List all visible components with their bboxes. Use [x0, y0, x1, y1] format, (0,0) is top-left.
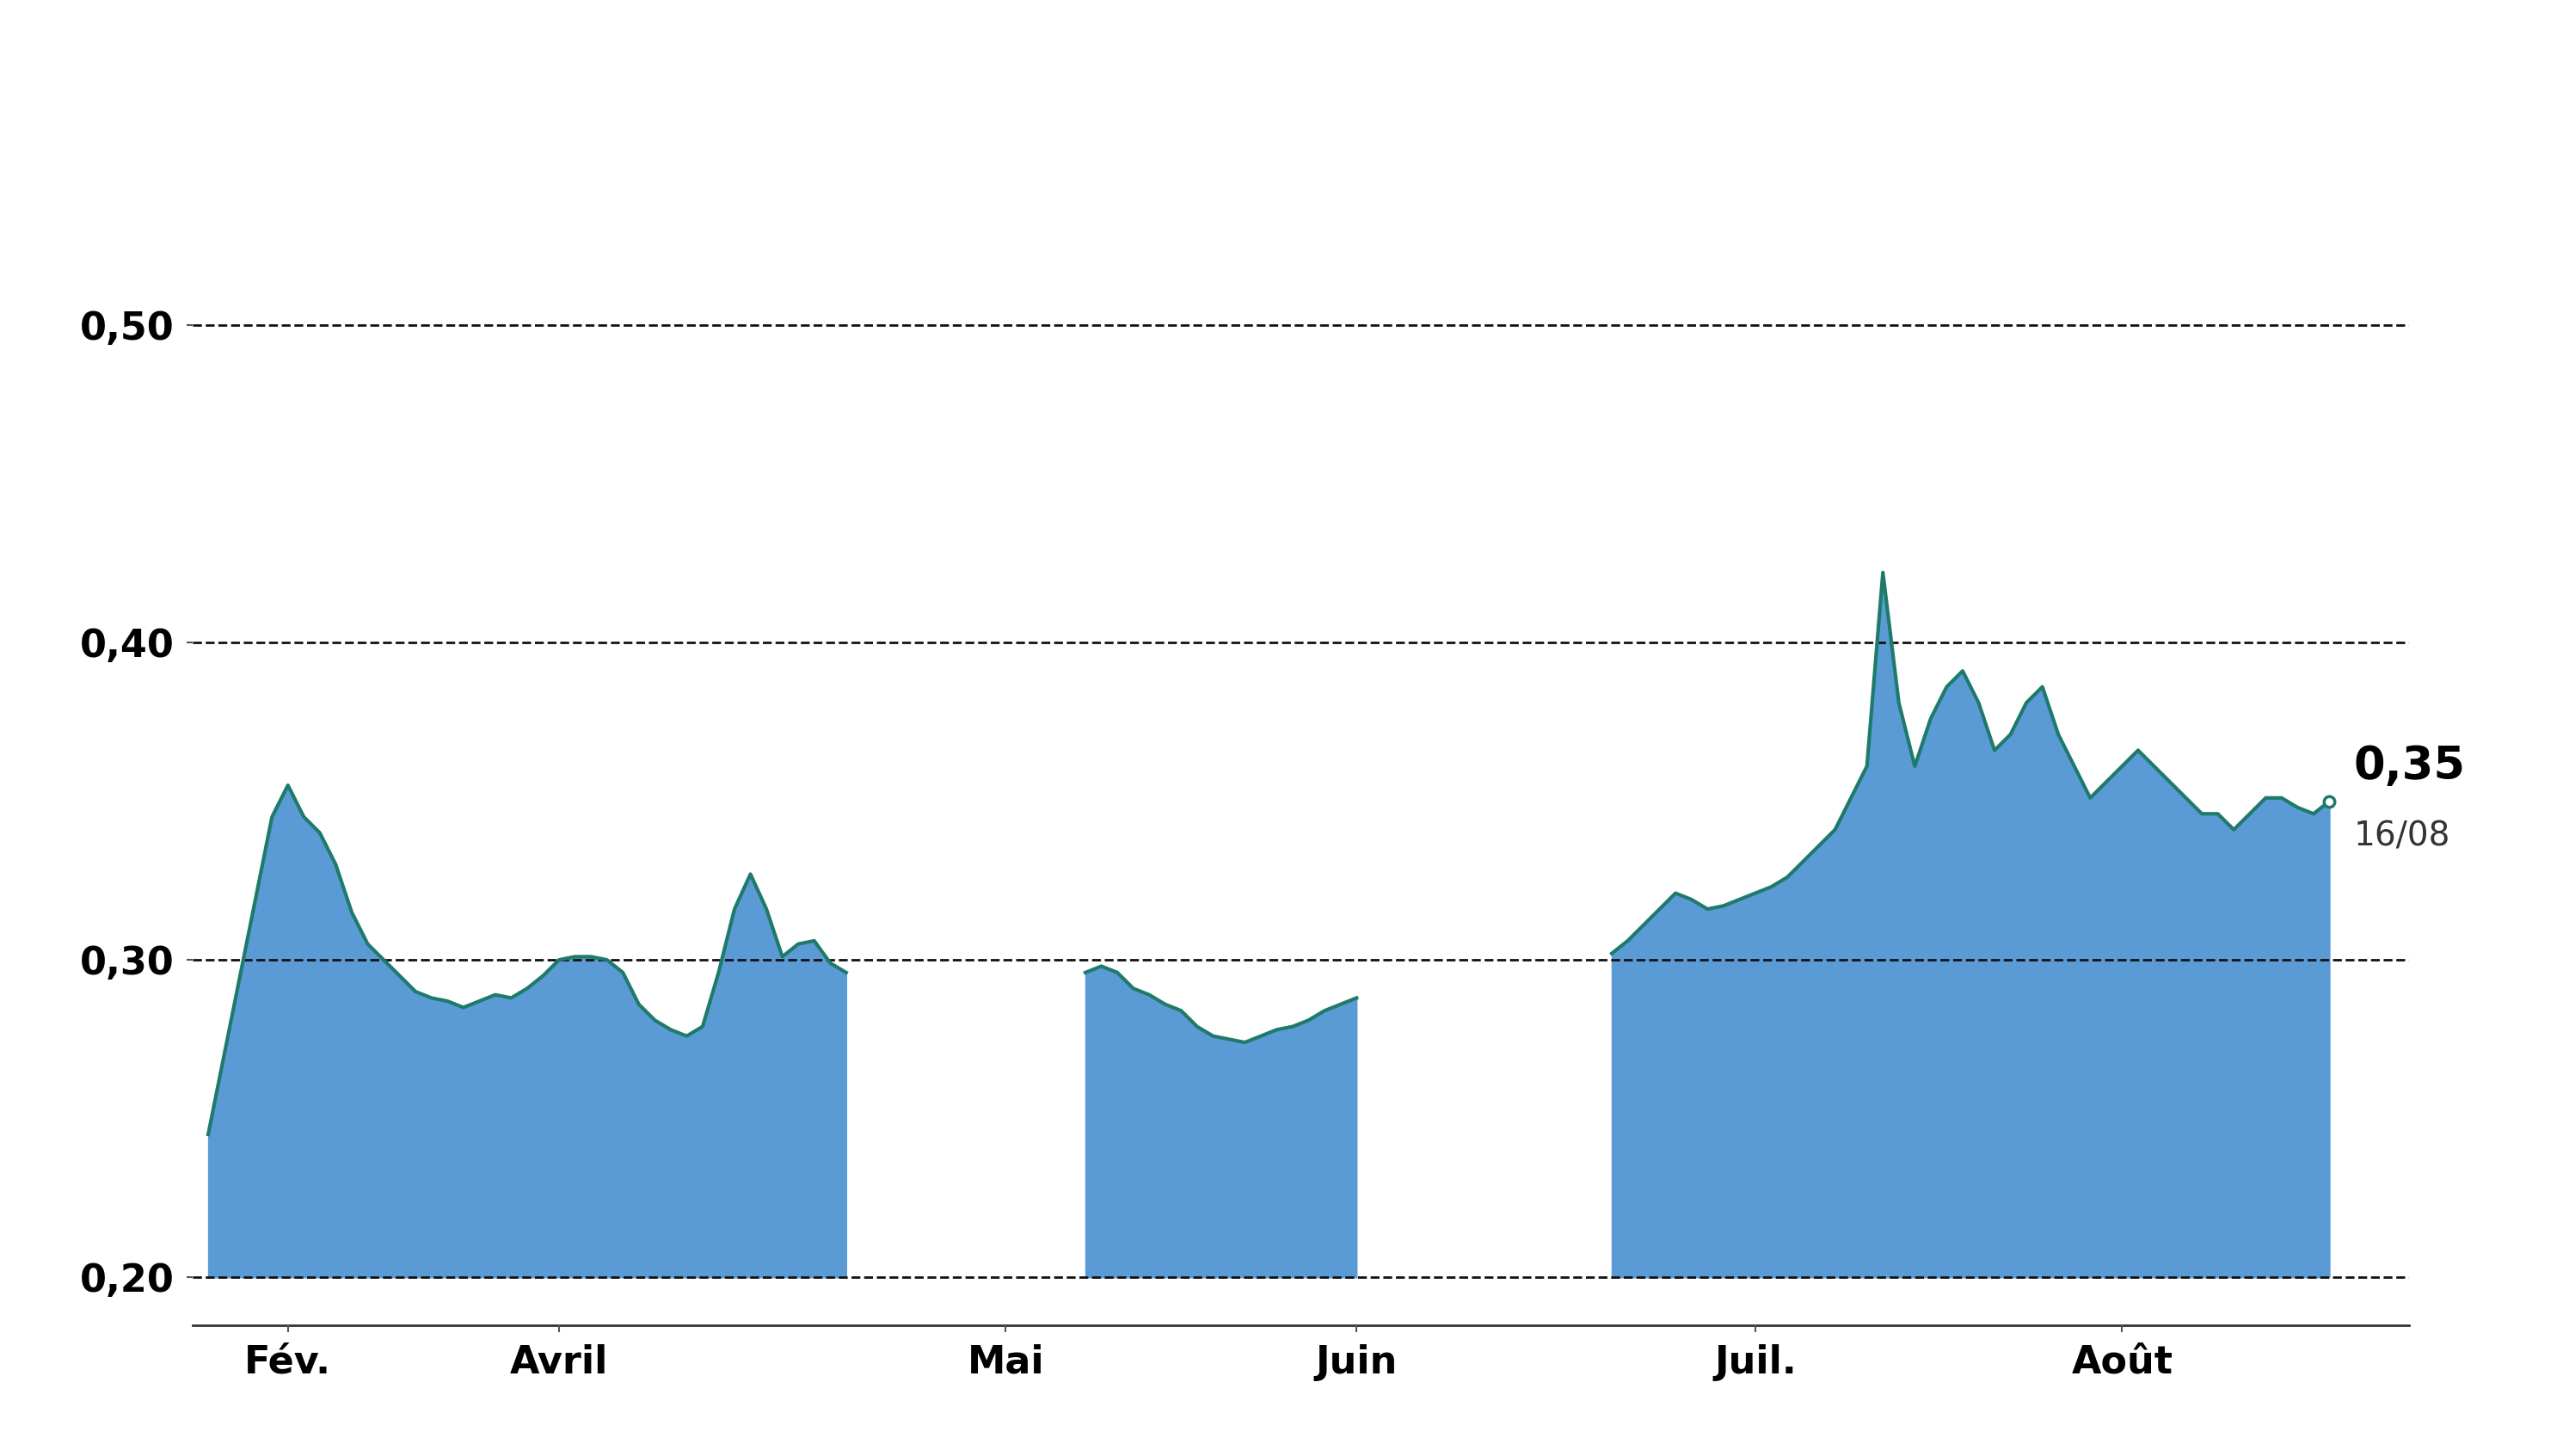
Text: 16/08: 16/08	[2353, 820, 2450, 852]
Text: Northern Dynasty Minerals Ltd.: Northern Dynasty Minerals Ltd.	[643, 48, 1920, 119]
Text: 0,35: 0,35	[2353, 744, 2466, 789]
